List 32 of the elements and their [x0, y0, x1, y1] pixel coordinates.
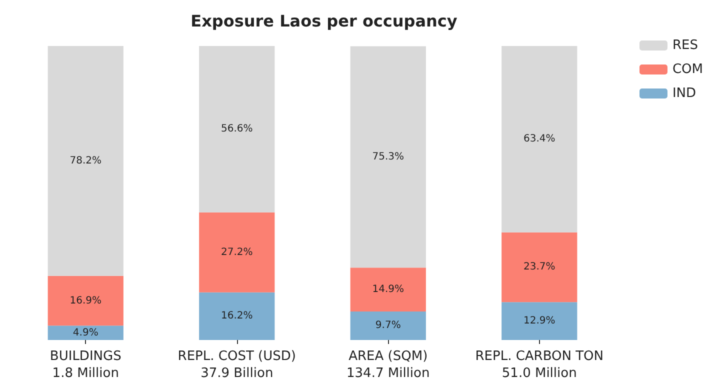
data-label: 14.9% — [372, 284, 404, 296]
data-label: 63.4% — [523, 134, 556, 145]
x-tick-label: REPL. CARBON TON 51.0 Million — [475, 349, 604, 381]
bar — [199, 292, 275, 340]
data-label: 4.9% — [72, 327, 98, 338]
data-label: 27.2% — [220, 246, 253, 258]
bar — [199, 46, 275, 212]
x-tick-label: REPL. COST (USD) 37.9 Billion — [178, 349, 296, 381]
data-label: 23.7% — [523, 262, 556, 273]
data-label: 78.2% — [70, 155, 102, 166]
bar — [350, 268, 426, 312]
x-tick-label: BUILDINGS 1.8 Million — [50, 349, 122, 381]
chart-title: Exposure Laos per occupancy — [190, 12, 458, 30]
bar — [48, 326, 124, 340]
data-label: 56.6% — [220, 124, 253, 135]
bar — [502, 302, 578, 340]
bar — [350, 311, 426, 340]
data-label: 16.9% — [70, 295, 102, 306]
bar — [48, 46, 124, 276]
bar — [502, 46, 578, 232]
data-label: 75.3% — [372, 151, 404, 162]
data-label: 9.7% — [375, 320, 401, 332]
bar — [48, 276, 124, 326]
x-tick-label: AREA (SQM) 134.7 Million — [346, 349, 430, 381]
data-label: 12.9% — [523, 316, 556, 327]
bar — [502, 232, 578, 302]
bar — [199, 212, 275, 292]
legend-label: RES — [672, 38, 698, 53]
data-label: 16.2% — [220, 310, 253, 322]
legend-label: COM — [672, 62, 704, 77]
bar — [350, 46, 426, 268]
legend-label: IND — [672, 86, 696, 101]
